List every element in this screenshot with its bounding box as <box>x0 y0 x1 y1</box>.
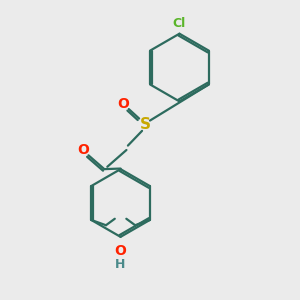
Text: S: S <box>140 118 151 133</box>
Text: Cl: Cl <box>173 17 186 30</box>
Text: O: O <box>118 97 129 111</box>
Text: H: H <box>116 258 126 271</box>
Text: O: O <box>77 143 89 157</box>
Text: O: O <box>115 244 127 258</box>
